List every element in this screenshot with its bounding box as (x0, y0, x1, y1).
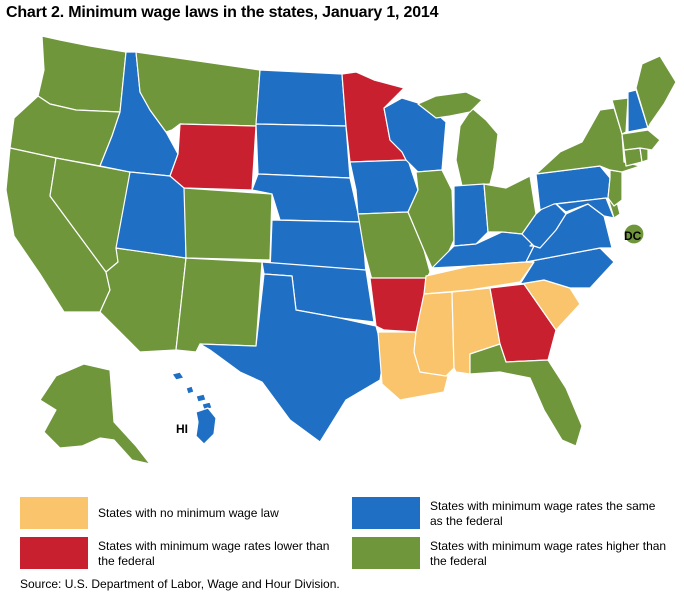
state-ny (535, 107, 641, 175)
state-dc (623, 223, 645, 245)
state-hi-5 (195, 407, 217, 445)
state-hi-4 (201, 401, 213, 411)
legend-label-higher: States with minimum wage rates higher th… (430, 539, 667, 568)
state-hi-2 (185, 385, 195, 395)
hi-label: HI (176, 422, 188, 436)
state-nj (607, 169, 623, 207)
legend-label-same: States with minimum wage rates the same … (430, 499, 656, 528)
legend-swatch-no-law (20, 497, 88, 529)
state-co (183, 187, 273, 261)
legend-swatch-same (352, 497, 420, 529)
legend-swatch-lower (20, 537, 88, 569)
state-hi-3 (195, 393, 207, 403)
dc-label: DC (624, 229, 642, 243)
state-vt (611, 97, 629, 135)
state-mi-up (417, 91, 483, 119)
state-md (555, 197, 615, 219)
source-note: Source: U.S. Department of Labor, Wage a… (20, 577, 340, 591)
state-me (635, 55, 677, 129)
state-hi-1 (171, 371, 185, 381)
us-map: DC HI (5, 35, 677, 465)
state-sd (255, 123, 351, 179)
state-ri (639, 147, 649, 163)
state-wv (521, 199, 567, 249)
legend-label-lower: States with minimum wage rates lower tha… (98, 539, 330, 568)
state-nc (519, 247, 615, 289)
state-va (525, 203, 613, 263)
state-nm (175, 257, 263, 353)
state-nd (255, 69, 347, 127)
legend-label-no-law: States with no minimum wage law (98, 506, 279, 520)
state-tx (199, 273, 385, 443)
chart-title: Chart 2. Minimum wage laws in the states… (6, 4, 439, 21)
state-ak (39, 363, 151, 465)
state-ia (349, 159, 419, 215)
state-ma (621, 129, 661, 151)
state-fl (469, 343, 583, 447)
legend-swatch-higher (352, 537, 420, 569)
state-in (453, 183, 489, 247)
state-wa (37, 35, 127, 113)
state-mi (455, 107, 499, 187)
state-ct (623, 147, 643, 167)
state-wy (169, 123, 257, 191)
